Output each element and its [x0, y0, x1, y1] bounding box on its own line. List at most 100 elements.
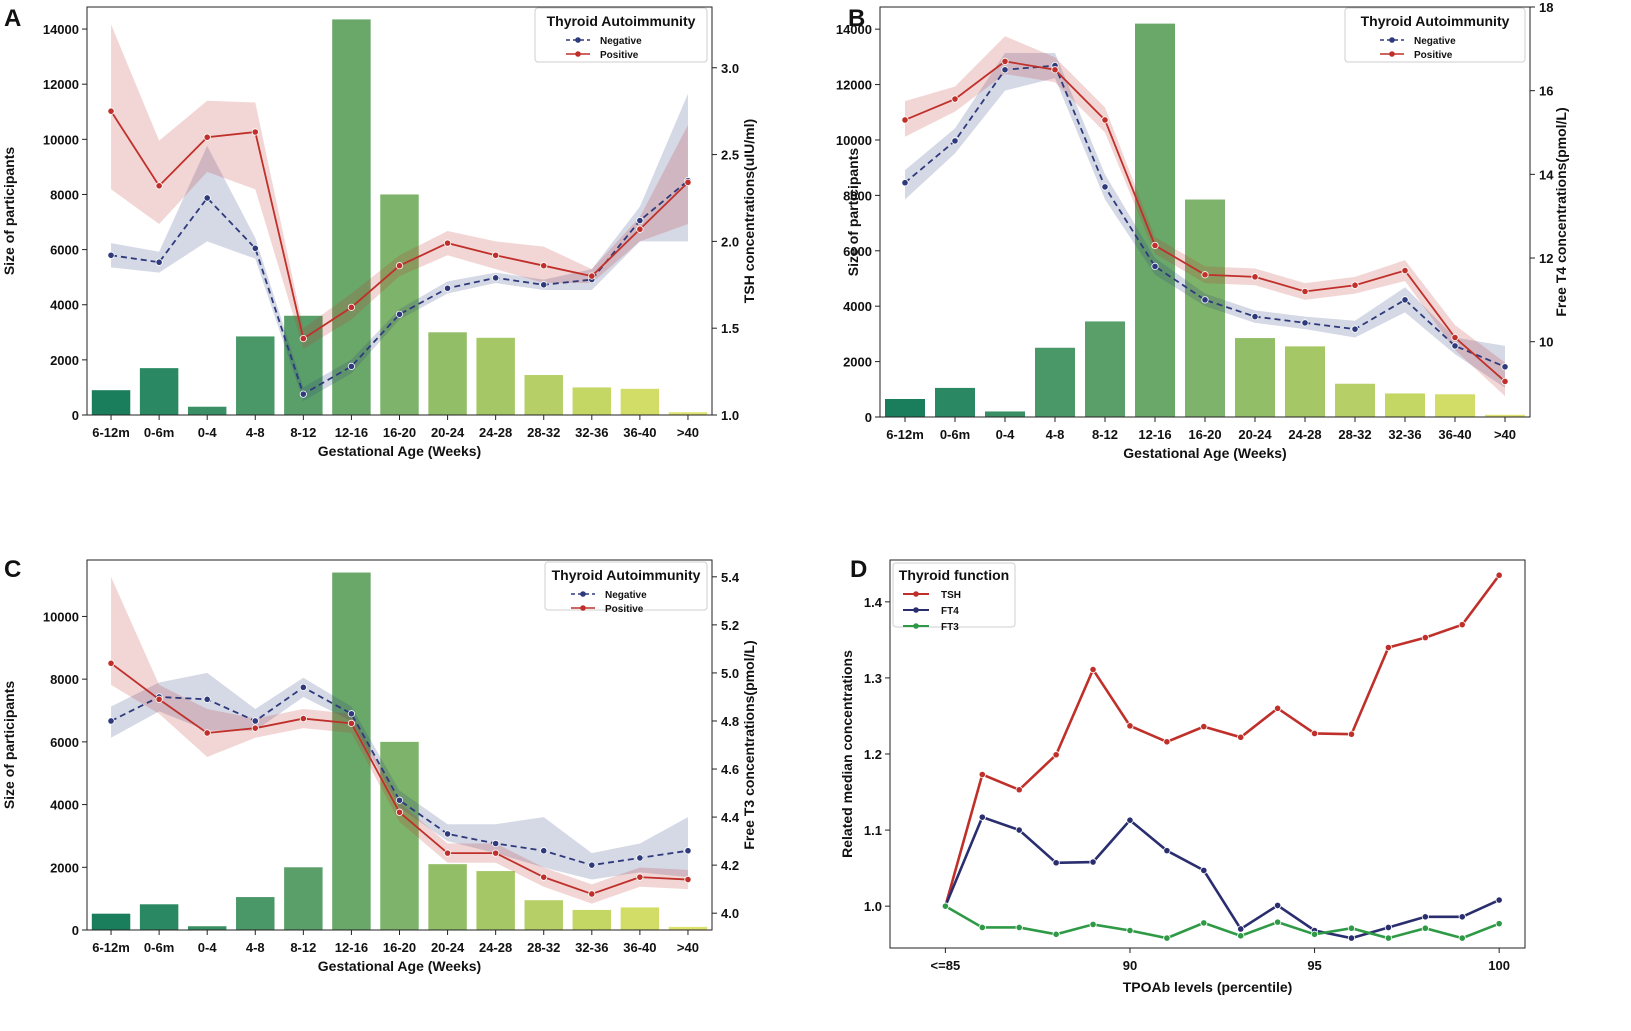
- panel-c: 0 2000 4000 6000 8000 10000 4.0 4.2 4.4 4.6 4.8 5.0…: [1, 559, 757, 974]
- series-line-ft3: [944, 905, 1500, 940]
- series-line-ft4: [944, 815, 1500, 940]
- legend-label-negative: Negative: [600, 36, 642, 47]
- bar: [524, 900, 563, 930]
- right-axis-tick-label: 4.0: [721, 906, 739, 921]
- data-point-negative: [347, 710, 356, 718]
- ci-band-negative: [111, 672, 688, 880]
- x-axis-tick-label: 6-12m: [92, 425, 130, 440]
- x-axis-tick-label: >40: [677, 425, 699, 440]
- data-point-negative: [901, 179, 909, 187]
- legend-swatch-marker: [580, 605, 586, 611]
- data-point-ft3: [1089, 920, 1097, 929]
- data-point-positive: [1001, 57, 1009, 65]
- bar: [935, 387, 975, 417]
- bar: [236, 897, 275, 930]
- bar: [91, 913, 131, 930]
- data-point-positive: [1301, 287, 1309, 296]
- data-point-negative: [588, 861, 596, 869]
- data-point-positive: [684, 178, 692, 186]
- data-point-negative: [636, 854, 644, 862]
- data-point-ft3: [1163, 934, 1171, 942]
- left-axis-title: Size of participants: [845, 148, 861, 277]
- legend-label-tsh: TSH: [941, 590, 961, 601]
- data-point-negative: [1301, 319, 1309, 327]
- bar: [91, 390, 131, 415]
- left-axis-tick-label: 0: [72, 923, 79, 938]
- data-point-ft4: [1274, 901, 1282, 909]
- bar: [428, 864, 467, 930]
- data-point-negative: [1101, 183, 1109, 191]
- y-axis-tick-label: 1.0: [864, 899, 882, 914]
- x-axis-tick-label: 0-6m: [940, 427, 970, 442]
- legend-title: Thyroid function: [899, 567, 1009, 583]
- right-axis-tick-label: 10: [1539, 335, 1553, 350]
- legend-swatch-marker: [575, 51, 581, 57]
- bar: [620, 388, 660, 415]
- data-point-negative: [251, 717, 259, 725]
- y-axis-title: Related median concentrations: [839, 650, 855, 858]
- data-point-tsh: [1237, 733, 1245, 741]
- right-axis-title: Free T4 concentrations(pmol/L): [1553, 107, 1569, 316]
- legend-label-ft3: FT3: [941, 622, 959, 633]
- bar: [1385, 393, 1425, 417]
- right-axis-tick-label: 5.4: [721, 570, 740, 585]
- data-point-ft4: [1200, 866, 1208, 875]
- data-point-positive: [1101, 116, 1109, 124]
- right-axis-tick-label: 4.6: [721, 762, 739, 777]
- data-point-ft4: [1126, 816, 1134, 824]
- data-point-negative: [1451, 342, 1459, 350]
- data-point-positive: [540, 873, 548, 881]
- data-point-ft4: [1421, 913, 1429, 921]
- panel-b: 0 2000 4000 6000 8000 10000 12000 14000 10 12 14 16…: [836, 0, 1569, 461]
- bar: [668, 926, 708, 930]
- left-axis-title: Size of participants: [1, 147, 17, 276]
- legend-swatch-marker: [913, 607, 919, 613]
- data-point-negative: [443, 830, 452, 838]
- data-point-ft3: [1495, 920, 1503, 928]
- data-point-positive: [251, 128, 259, 136]
- data-point-tsh: [1089, 665, 1097, 674]
- data-point-ft4: [1347, 934, 1356, 942]
- bar: [1185, 199, 1225, 417]
- data-point-negative: [636, 216, 644, 225]
- x-axis-tick-label: 32-36: [575, 940, 608, 955]
- data-point-tsh: [1421, 633, 1429, 642]
- y-axis-tick-label: 1.2: [864, 747, 882, 762]
- data-point-positive: [636, 225, 644, 233]
- data-point-positive: [1151, 241, 1159, 250]
- bar: [1285, 346, 1325, 417]
- left-axis-tick-label: 14000: [43, 22, 79, 37]
- data-point-positive: [395, 262, 404, 270]
- left-axis-tick-label: 6000: [50, 735, 79, 750]
- x-axis-tick-label: 24-28: [1288, 427, 1321, 442]
- data-point-negative: [1151, 262, 1159, 270]
- data-point-ft3: [1237, 932, 1245, 940]
- data-point-negative: [395, 796, 404, 804]
- bar: [524, 375, 563, 415]
- left-axis-tick-label: 6000: [50, 243, 79, 258]
- data-point-ft4: [1384, 923, 1393, 932]
- bar: [668, 412, 708, 415]
- bar: [1235, 338, 1275, 417]
- data-point-tsh: [1163, 738, 1171, 746]
- left-axis-tick-label: 4000: [50, 798, 79, 813]
- right-axis-tick-label: 16: [1539, 84, 1553, 99]
- panel-d: 1.0 1.1 1.2 1.3 1.4 <=85 90 95 100 TPOAb levels (…: [839, 559, 1526, 995]
- x-axis-tick-label: 8-12: [290, 425, 316, 440]
- left-axis-tick-label: 10000: [43, 132, 79, 147]
- data-point-positive: [443, 239, 452, 247]
- data-point-positive: [1451, 333, 1459, 342]
- data-point-tsh: [1495, 571, 1503, 579]
- right-axis-tick-label: 18: [1539, 0, 1553, 15]
- panel-a: 0 2000 4000 6000 8000 10000 12000 14000 1.0 1.5 2.…: [1, 6, 757, 459]
- data-point-positive: [155, 695, 163, 703]
- data-point-negative: [347, 362, 356, 370]
- right-axis-tick-label: 5.0: [721, 666, 739, 681]
- left-axis-tick-label: 14000: [836, 22, 872, 37]
- data-point-positive: [1051, 66, 1059, 74]
- data-point-tsh: [1347, 730, 1356, 738]
- panel-a-label: A: [4, 5, 21, 32]
- data-point-positive: [636, 873, 644, 881]
- right-axis-tick-label: 1.0: [721, 408, 739, 423]
